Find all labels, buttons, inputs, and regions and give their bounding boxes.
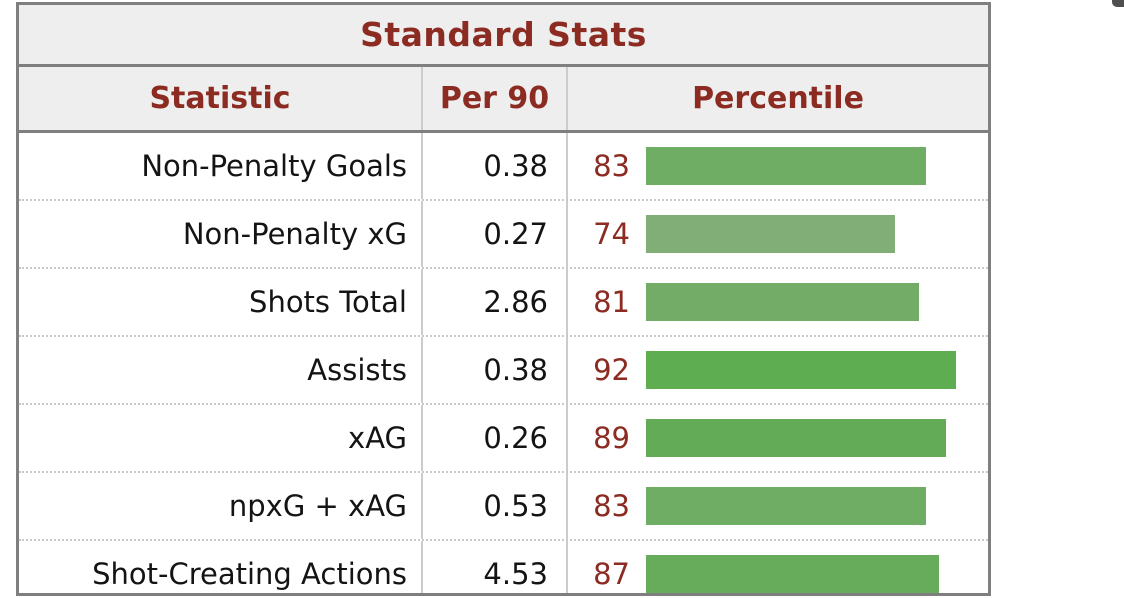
percentile-cell: 83 [566,133,988,199]
stat-name-cell: Non-Penalty Goals [141,149,407,183]
percentile-bar [646,351,957,389]
per90-value-cell: 0.26 [421,405,566,471]
table-row: Shots Total 2.86 81 [19,269,988,337]
table-row: Non-Penalty xG 0.27 74 [19,201,988,269]
percentile-value: 87 [593,557,630,591]
per90-value-cell: 4.53 [421,541,566,593]
percentile-cell: 81 [566,269,988,335]
percentile-value: 81 [593,285,630,319]
stat-name-cell: Assists [307,353,407,387]
percentile-value: 83 [593,149,630,183]
stat-name-cell: npxG + xAG [228,489,407,523]
table-body: Non-Penalty Goals 0.38 83 Non-Penalty xG… [19,133,988,593]
per90-value-cell: 0.27 [421,201,566,267]
screen-corner-artifact [1112,0,1124,7]
percentile-cell: 83 [566,473,988,539]
standard-stats-table: Standard Stats Statistic Per 90 Percenti… [16,2,991,596]
table-row: Shot-Creating Actions 4.53 87 [19,541,988,593]
percentile-bar-track [646,555,983,593]
percentile-bar [646,147,926,185]
percentile-bar-track [646,283,983,321]
percentile-cell: 89 [566,405,988,471]
per90-value-cell: 0.53 [421,473,566,539]
table-row: xAG 0.26 89 [19,405,988,473]
table-row: npxG + xAG 0.53 83 [19,473,988,541]
stat-name-cell: Non-Penalty xG [182,217,407,251]
per90-value-cell: 0.38 [421,133,566,199]
percentile-cell: 92 [566,337,988,403]
column-header-row: Statistic Per 90 Percentile [19,67,988,133]
percentile-cell: 74 [566,201,988,267]
percentile-bar-track [646,419,983,457]
percentile-bar-track [646,487,983,525]
stat-name-cell: xAG [348,421,407,455]
percentile-bar-track [646,215,983,253]
column-header-statistic: Statistic [149,81,291,116]
percentile-bar [646,487,926,525]
table-title-bar: Standard Stats [19,5,988,67]
percentile-bar [646,555,940,593]
column-header-percentile: Percentile [566,67,988,130]
stat-name-cell: Shot-Creating Actions [92,557,407,591]
percentile-bar-track [646,351,983,389]
stat-name-cell: Shots Total [249,285,407,319]
column-header-per90: Per 90 [421,67,566,130]
per90-value-cell: 2.86 [421,269,566,335]
percentile-value: 83 [593,489,630,523]
percentile-value: 92 [593,353,630,387]
table-row: Assists 0.38 92 [19,337,988,405]
percentile-value: 89 [593,421,630,455]
percentile-cell: 87 [566,541,988,593]
percentile-bar-track [646,147,983,185]
percentile-bar [646,215,896,253]
percentile-value: 74 [593,217,630,251]
per90-value-cell: 0.38 [421,337,566,403]
table-row: Non-Penalty Goals 0.38 83 [19,133,988,201]
percentile-bar [646,283,919,321]
table-title: Standard Stats [360,15,647,54]
percentile-bar [646,419,946,457]
